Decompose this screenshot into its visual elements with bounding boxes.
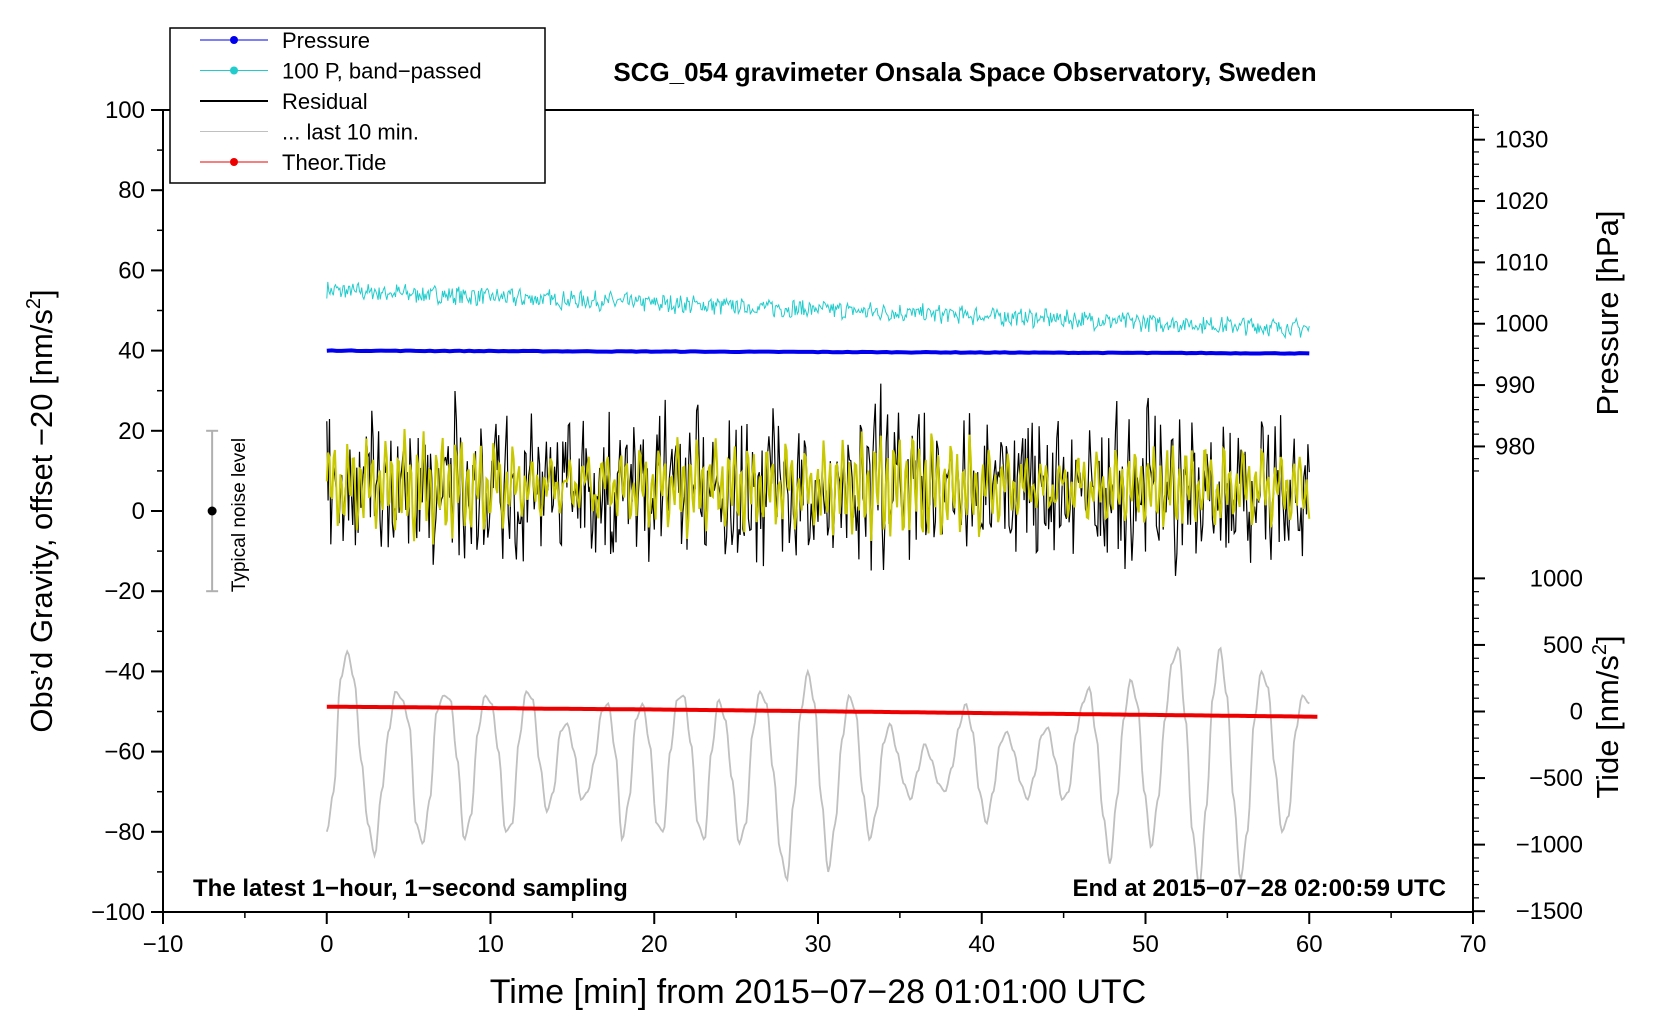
annotation-end-time: End at 2015−07−28 02:00:59 UTC <box>1072 875 1446 902</box>
legend-marker <box>230 36 238 44</box>
legend-label: ... last 10 min. <box>282 120 419 145</box>
x-tick-label: −10 <box>143 931 184 958</box>
tide-tick-label: −500 <box>1529 765 1583 792</box>
series-last-10-min <box>325 646 1310 887</box>
x-axis-label: Time [min] from 2015−07−28 01:01:00 UTC <box>490 973 1146 1011</box>
pressure-tick-label: 1010 <box>1495 249 1548 276</box>
tide-tick-label: 1000 <box>1530 565 1583 592</box>
x-tick-label: 30 <box>805 931 832 958</box>
y-tick-label: −100 <box>91 899 145 926</box>
y-tick-label: −20 <box>104 578 145 605</box>
y-axis-label-left: Obs’d Gravity, offset −20 [nm/s2] <box>23 289 59 732</box>
x-tick-label: 40 <box>968 931 995 958</box>
x-tick-label: 0 <box>320 931 333 958</box>
series-theor-tide <box>326 704 1318 719</box>
x-tick-label: 10 <box>477 931 504 958</box>
x-tick-label: 60 <box>1296 931 1323 958</box>
pressure-tick-label: 1000 <box>1495 311 1548 338</box>
y-tick-label: −80 <box>104 819 145 846</box>
legend-label: 100 P, band−passed <box>282 59 482 84</box>
tide-tick-label: −1000 <box>1516 832 1583 859</box>
legend-label: Theor.Tide <box>282 150 386 175</box>
y-axis-label-tide: Tide [nm/s2] <box>1589 635 1625 798</box>
tide-tick-label: 500 <box>1543 632 1583 659</box>
y-tick-label: 80 <box>118 177 145 204</box>
y-tick-label: 20 <box>118 418 145 445</box>
series-bandpassed-pressure <box>326 281 1310 340</box>
legend-label: Pressure <box>282 28 370 53</box>
legend-box <box>169 27 546 184</box>
tide-tick-label: −1500 <box>1516 898 1583 925</box>
y-tick-label: 100 <box>105 97 145 124</box>
legend-label: Residual <box>282 89 368 114</box>
y-tick-label: 60 <box>118 257 145 284</box>
x-tick-label: 70 <box>1460 931 1487 958</box>
series-layer <box>325 281 1318 887</box>
noise-label: Typical noise level <box>229 438 250 592</box>
chart-title: SCG_054 gravimeter Onsala Space Observat… <box>613 57 1316 87</box>
x-tick-label: 20 <box>641 931 668 958</box>
annotation-sampling: The latest 1−hour, 1−second sampling <box>193 875 628 902</box>
legend-marker <box>230 66 238 75</box>
y-tick-label: −40 <box>104 658 145 685</box>
axis-ticks: −10 0 10 20 30 40 50 60 70100806040200−20−40−60−… <box>91 97 1583 958</box>
y-axis-label-pressure: Pressure [hPa] <box>1590 210 1625 415</box>
pressure-tick-label: 980 <box>1495 433 1535 460</box>
series-residual-filtered <box>325 428 1311 545</box>
noise-bar <box>206 429 219 593</box>
series-pressure <box>326 348 1310 356</box>
pressure-tick-label: 1030 <box>1495 127 1548 154</box>
tide-tick-label: 0 <box>1570 699 1583 726</box>
y-tick-label: 0 <box>132 498 145 525</box>
legend: Pressure 100 P, band−passed Residual ... la… <box>169 27 546 184</box>
pressure-tick-label: 1020 <box>1495 188 1548 215</box>
legend-marker <box>230 158 238 166</box>
noise-bar-center <box>207 506 217 516</box>
y-tick-label: 40 <box>118 338 145 365</box>
y-tick-label: −60 <box>104 739 145 766</box>
x-tick-label: 50 <box>1132 931 1159 958</box>
pressure-tick-label: 990 <box>1495 372 1535 399</box>
